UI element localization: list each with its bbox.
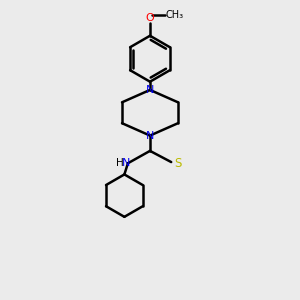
Text: CH₃: CH₃ <box>165 10 183 20</box>
Text: H: H <box>116 158 124 168</box>
Text: S: S <box>174 157 182 170</box>
Text: N: N <box>122 158 130 168</box>
Text: O: O <box>146 13 154 23</box>
Text: N: N <box>146 85 154 95</box>
Text: N: N <box>146 130 154 141</box>
